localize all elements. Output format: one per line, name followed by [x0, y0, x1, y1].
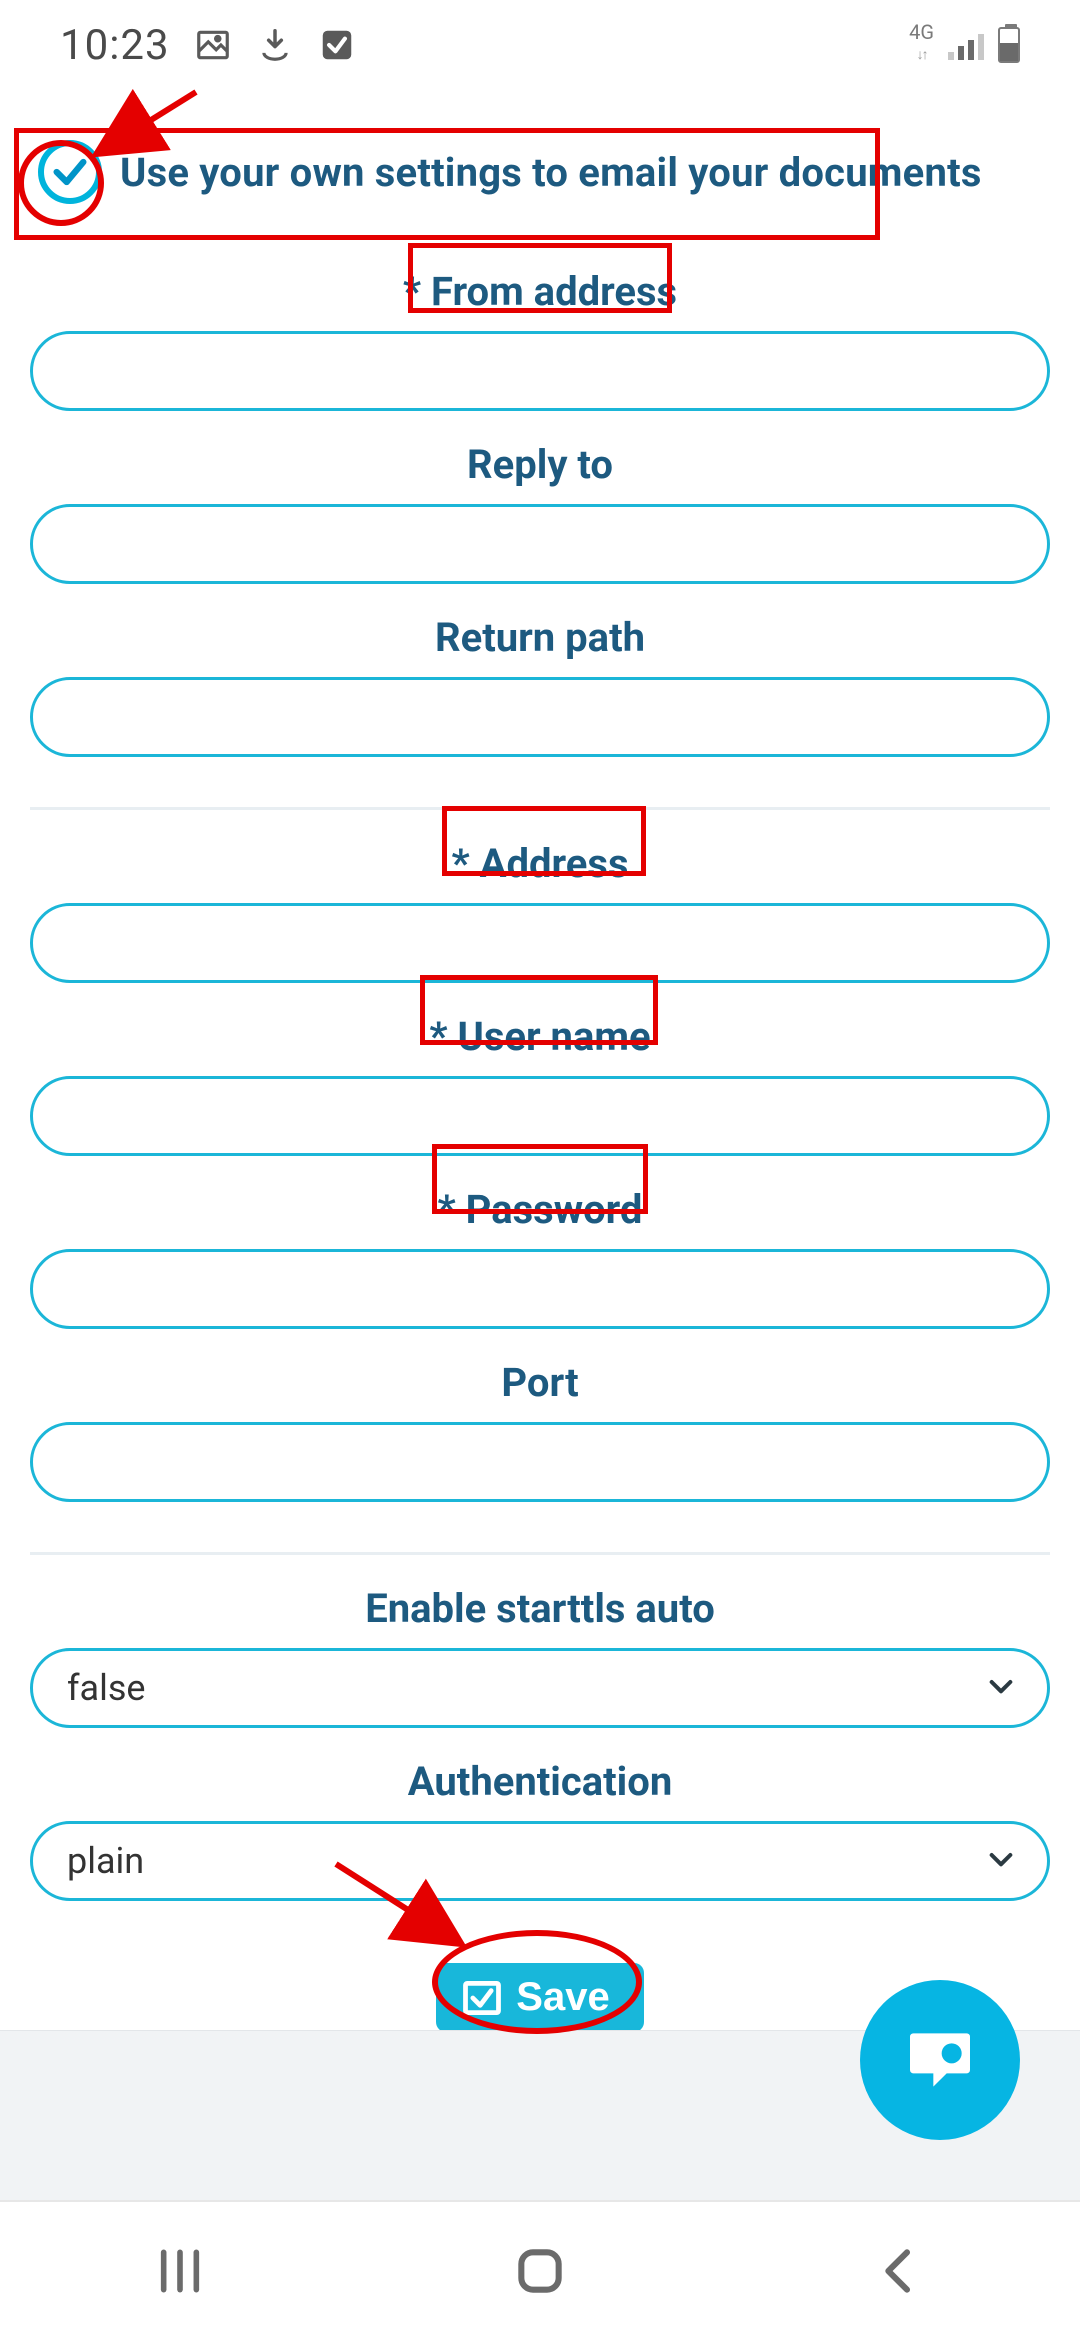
return_path-input[interactable] [30, 677, 1050, 757]
chevron-down-icon [985, 1670, 1017, 1706]
status-bar-right: 4G ↓↑ [909, 27, 1020, 63]
chat-fab[interactable] [860, 1980, 1020, 2140]
password-input[interactable] [30, 1249, 1050, 1329]
back-icon [872, 2243, 928, 2299]
network-indicator: 4G ↓↑ [909, 28, 934, 62]
return_path-field: Return path [30, 612, 1050, 757]
home-icon [512, 2243, 568, 2299]
address-field: * Address [30, 838, 1050, 983]
clock: 10:23 [60, 21, 170, 70]
chevron-down-icon [985, 1843, 1017, 1879]
from_address-field: * From address [30, 266, 1050, 411]
auth-label: Authentication [398, 1756, 683, 1807]
battery-icon [998, 27, 1020, 63]
starttls-value: false [67, 1667, 146, 1709]
auth-field: Authentication plain [30, 1756, 1050, 1901]
password-field: * Password [30, 1184, 1050, 1329]
user_name-input[interactable] [30, 1076, 1050, 1156]
checkbox-status-icon [318, 26, 356, 64]
email-settings-form: Use your own settings to email your docu… [0, 100, 1080, 2032]
download-icon [256, 26, 294, 64]
save-check-icon [460, 1976, 504, 2020]
password-label: * Password [428, 1184, 653, 1235]
port-input[interactable] [30, 1422, 1050, 1502]
starttls-select[interactable]: false [30, 1648, 1050, 1728]
from_address-label: * From address [393, 266, 687, 317]
network-arrows-icon: ↓↑ [917, 48, 927, 62]
use-own-settings-row[interactable]: Use your own settings to email your docu… [30, 100, 1050, 238]
reply_to-field: Reply to [30, 439, 1050, 584]
status-bar-left: 10:23 [60, 21, 356, 70]
return_path-label: Return path [425, 612, 655, 663]
starttls-label: Enable starttls auto [355, 1583, 725, 1634]
check-icon [50, 152, 90, 192]
auth-value: plain [67, 1840, 144, 1882]
picture-icon [194, 26, 232, 64]
home-button[interactable] [505, 2236, 575, 2306]
status-bar: 10:23 4G ↓↑ [0, 0, 1080, 100]
address-label: * Address [442, 838, 639, 889]
signal-icon [948, 30, 984, 60]
recents-icon [152, 2243, 208, 2299]
back-button[interactable] [865, 2236, 935, 2306]
reply_to-input[interactable] [30, 504, 1050, 584]
network-label: 4G [909, 22, 934, 42]
save-button-label: Save [516, 1975, 609, 2020]
address-input[interactable] [30, 903, 1050, 983]
battery-fill [1000, 43, 1018, 61]
user_name-label: * User name [419, 1011, 660, 1062]
user_name-field: * User name [30, 1011, 1050, 1156]
starttls-field: Enable starttls auto false [30, 1583, 1050, 1728]
android-nav-bar [0, 2200, 1080, 2340]
use-own-settings-label: Use your own settings to email your docu… [120, 149, 982, 196]
auth-select[interactable]: plain [30, 1821, 1050, 1901]
section-divider [30, 807, 1050, 810]
from_address-input[interactable] [30, 331, 1050, 411]
chat-icon [900, 2020, 980, 2100]
recents-button[interactable] [145, 2236, 215, 2306]
port-label: Port [491, 1357, 588, 1408]
reply_to-label: Reply to [457, 439, 623, 490]
port-field: Port [30, 1357, 1050, 1502]
section-divider [30, 1552, 1050, 1555]
use-own-settings-checkbox[interactable] [38, 140, 102, 204]
save-button[interactable]: Save [436, 1963, 643, 2032]
